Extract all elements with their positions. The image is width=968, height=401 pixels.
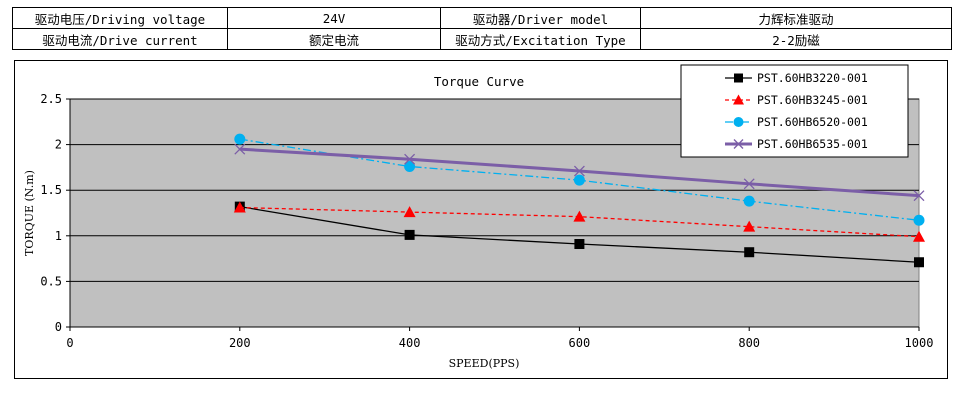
data-point (914, 257, 924, 268)
legend-entry: PST.60HB3220-001 (757, 71, 868, 85)
driving-voltage-label: 驱动电压/Driving voltage (12, 7, 228, 29)
data-point (234, 143, 246, 155)
data-point (743, 195, 755, 207)
data-point (573, 165, 585, 177)
x-tick-label: 0 (66, 336, 73, 350)
spec-table: 驱动电压/Driving voltage 24V 驱动器/Driver mode… (12, 7, 952, 50)
y-tick-label: 0 (55, 320, 62, 334)
legend-box (680, 64, 909, 158)
x-tick-label: 1000 (905, 336, 934, 350)
data-point (233, 201, 246, 213)
data-point (744, 247, 755, 258)
data-point (573, 174, 585, 186)
x-tick-label: 200 (229, 336, 251, 350)
data-point (734, 73, 743, 83)
data-point (403, 206, 416, 218)
y-axis-title: TORQUE (N.m) (23, 170, 36, 256)
x-tick-label: 400 (399, 336, 421, 350)
data-point (913, 214, 925, 226)
y-tick-label: 2.5 (40, 92, 62, 106)
y-tick-label: 1.5 (40, 183, 62, 197)
drive-current-label: 驱动电流/Drive current (12, 28, 228, 50)
data-point-stroke (573, 165, 585, 177)
chart-frame (14, 60, 948, 379)
drive-current-value: 额定电流 (227, 28, 441, 50)
y-tick-label: 2 (55, 138, 62, 152)
data-point-stroke (913, 190, 925, 202)
data-point-stroke (743, 178, 755, 190)
chart-title: Torque Curve (434, 74, 524, 89)
series-4 (234, 143, 925, 202)
data-point (913, 190, 925, 202)
data-point (743, 220, 756, 232)
legend: PST.60HB3220-001 PST.60HB3245-001 PST.60HB… (680, 64, 909, 158)
axes: 0 0.5 1 1.5 2 2.5 0 200 400 600 800 1000 (40, 92, 933, 350)
series-layer (233, 133, 925, 268)
data-point (574, 239, 585, 250)
data-point (573, 210, 586, 222)
excitation-type-value: 2-2励磁 (640, 28, 952, 50)
data-point (913, 230, 925, 242)
y-tick-label: 1 (55, 229, 62, 243)
data-point (733, 94, 744, 105)
data-point (743, 178, 755, 190)
data-point-stroke (733, 139, 744, 149)
data-point-stroke (234, 143, 246, 155)
data-point (404, 229, 415, 240)
x-tick-label: 800 (738, 336, 760, 350)
excitation-type-label: 驱动方式/Excitation Type (440, 28, 641, 50)
data-point-stroke (404, 153, 416, 165)
series-3 (234, 133, 925, 226)
data-point (733, 117, 744, 127)
series-2 (233, 201, 925, 242)
data-point (234, 133, 246, 145)
y-tick-label: 0.5 (40, 274, 62, 288)
data-point (404, 153, 416, 165)
legend-entry: PST.60HB6520-001 (757, 115, 868, 129)
legend-entry: PST.60HB6535-001 (757, 137, 868, 151)
data-point (733, 139, 744, 149)
x-axis-title: SPEED(PPS) (449, 357, 520, 370)
legend-entry: PST.60HB3245-001 (757, 93, 868, 107)
x-tick-label: 600 (569, 336, 591, 350)
table-row: 驱动电流/Drive current 额定电流 驱动方式/Excitation … (12, 28, 952, 50)
data-point (404, 160, 416, 172)
table-row: 驱动电压/Driving voltage 24V 驱动器/Driver mode… (12, 7, 952, 29)
